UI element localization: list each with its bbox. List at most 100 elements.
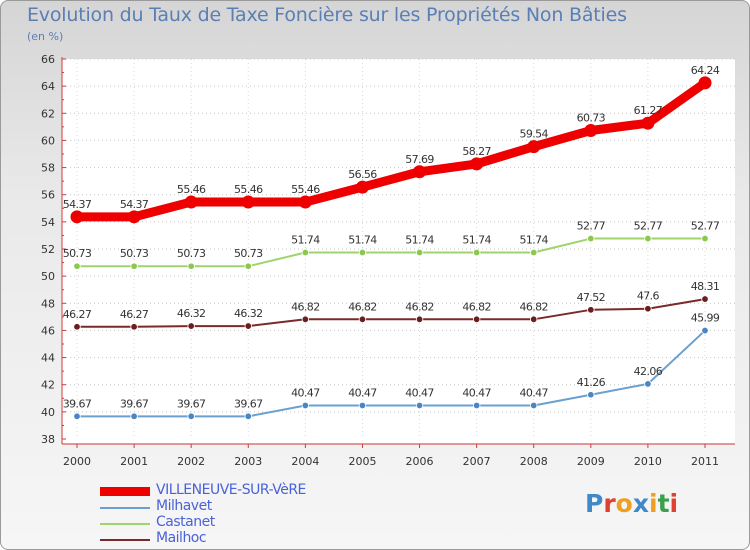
data-label: 58.27 [462,145,491,158]
logo-letter: o [615,489,633,518]
x-tick-label: 2002 [177,455,205,468]
legend-label: Milhavet [156,498,212,514]
x-tick-label: 2005 [348,455,376,468]
legend-item: Mailhoc [100,530,400,548]
series-point [130,262,138,270]
series-point [527,140,541,154]
data-label: 40.47 [405,386,434,399]
data-label: 54.37 [120,198,149,211]
data-label: 46.82 [291,300,320,313]
series-point [301,401,310,410]
data-label: 55.46 [177,183,206,196]
series-point [472,248,481,257]
data-label: 51.74 [462,234,491,247]
x-tick-label: 2007 [463,455,491,468]
y-tick-label: 40 [41,406,55,419]
x-tick-label: 2001 [120,455,148,468]
series-point [298,195,312,209]
series-point [355,180,369,194]
series-line-castanet [77,237,705,268]
data-label: 40.47 [291,386,320,399]
logo-letter: i [649,489,658,518]
series-point [587,234,595,243]
series-point [130,323,138,331]
data-label: 60.73 [577,112,606,125]
x-tick-label: 2010 [634,455,662,468]
data-label: 51.74 [519,234,548,247]
series-point [415,315,424,323]
data-label: 40.47 [462,386,491,399]
series-line-villeneuve-sur-vère [72,78,710,222]
series-point [698,76,712,90]
series-point [244,322,252,330]
series-point [641,116,655,130]
data-label: 46.27 [63,308,92,321]
data-label: 39.67 [120,397,149,410]
data-label: 50.73 [177,247,206,260]
data-label: 39.67 [63,397,92,410]
series-point [187,412,195,421]
series-point [187,262,195,270]
data-label: 46.82 [348,300,377,313]
y-tick-label: 60 [41,134,55,147]
series-point [358,401,367,410]
legend-swatch [100,523,150,525]
series-point [244,262,252,270]
data-label: 51.74 [405,234,434,247]
legend-label: Mailhoc [156,530,207,546]
data-label: 64.24 [691,64,720,77]
legend-swatch [100,539,150,541]
data-label: 41.26 [577,376,606,389]
data-label: 40.47 [519,386,548,399]
series-point [701,326,709,335]
series-point [587,306,595,314]
series-point [73,262,81,270]
y-tick-label: 52 [41,243,55,256]
series-point [413,165,427,179]
series-point [73,323,81,331]
data-label: 48.31 [691,280,720,293]
series-line-mailhoc [77,298,706,328]
series-point [301,315,310,323]
series-point [241,195,255,209]
series-point [73,412,81,421]
y-tick-label: 46 [41,324,55,337]
data-label: 39.67 [234,397,263,410]
series-point [530,248,538,257]
series-point [358,248,367,257]
y-tick-label: 48 [41,297,55,310]
x-tick-label: 2006 [406,455,434,468]
series-point [644,234,652,243]
series-point [584,124,598,138]
series-point [644,305,652,313]
data-label: 59.54 [519,128,548,141]
legend-swatch [100,487,150,496]
data-label: 54.37 [63,198,92,211]
y-tick-label: 54 [41,216,55,229]
data-label: 46.27 [120,308,149,321]
legend-swatch [100,507,150,509]
data-label: 52.77 [634,220,663,233]
data-label: 52.77 [577,220,606,233]
data-label: 46.82 [519,300,548,313]
series-point [415,248,424,257]
legend-item: VILLENEUVE-SUR-VèRE [100,482,400,500]
data-label: 52.77 [691,220,720,233]
y-tick-label: 44 [41,352,55,365]
logo-letter: P [585,489,604,518]
logo-letter: x [632,489,649,518]
data-label: 39.67 [177,397,206,410]
series-point [470,157,484,171]
y-tick-label: 66 [41,53,55,66]
series-point [530,315,538,323]
data-label: 46.82 [405,300,434,313]
x-tick-label: 2003 [234,455,262,468]
y-tick-label: 42 [41,379,55,392]
series-point [184,195,198,209]
series-point [301,248,310,257]
chart-subtitle: (en %) [27,30,64,43]
series-point [130,412,138,421]
series-point [415,401,424,410]
data-label: 51.74 [291,234,320,247]
y-tick-label: 64 [41,80,55,93]
